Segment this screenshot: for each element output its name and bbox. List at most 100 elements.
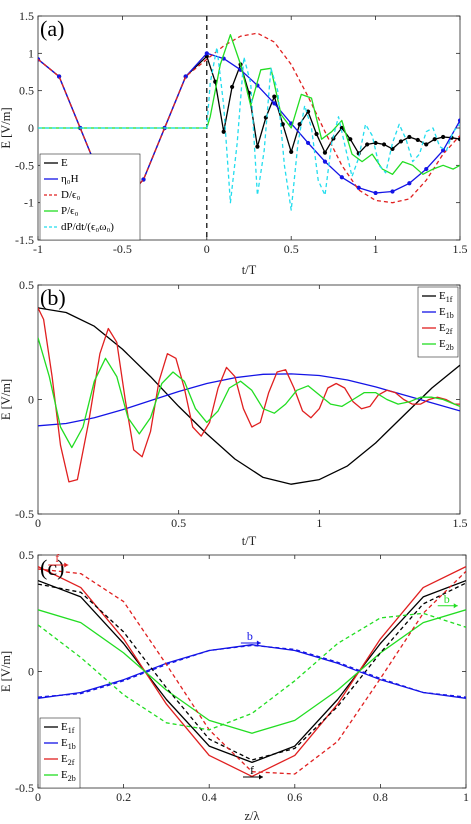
series-line-E1b [38,644,466,699]
legend-label: E1f [439,290,453,304]
legend-box [39,717,81,789]
x-tick-label: 0 [204,242,210,256]
data-point [314,131,319,137]
x-tick-label: 0.5 [171,516,186,530]
y-tick-label: 0 [28,121,34,135]
plot-frame [37,554,467,789]
legend-label: P/ϵ₀ [61,205,79,217]
x-axis-label: t/T [242,263,257,277]
annotation-label: f [250,763,254,777]
x-tick-label: 0.2 [116,790,131,804]
data-point [365,142,370,147]
x-tick-label: 1 [373,242,379,256]
data-point [373,140,378,146]
legend-label: E [61,157,68,169]
annotation-label: b [247,629,253,643]
series-group [38,32,460,211]
legend-label: η₀H [61,173,79,185]
data-point [441,148,446,153]
series-line-E1f [38,307,460,485]
data-point [390,189,395,194]
data-point [348,137,353,142]
data-point [297,122,302,127]
x-tick-label: 0 [35,790,41,804]
data-point [255,144,260,149]
panel-label: (a) [40,16,64,41]
y-tick-label: 0.5 [19,548,34,562]
y-tick-label: -1 [24,196,34,210]
data-point [424,142,429,147]
legend-label: E2f [61,753,75,767]
series-line-dashed-5 [38,644,466,698]
data-point [390,146,395,152]
annotation-label: f [55,551,59,565]
data-point [305,109,311,114]
x-tick-label: 0.4 [202,790,217,804]
series-line-E2b [38,337,460,449]
x-axis-label: z/λ [244,809,259,823]
panel-2: 0 0.2 0.4 0.6 0.8 1-0.500.5z/λE [V/m](c)E1fE1… [0,548,469,823]
series-line-E2f [38,566,466,778]
x-tick-label: 1 [463,790,469,804]
data-point [204,51,209,56]
series-line-P/ϵ₀ [38,34,460,175]
x-tick-label: 0.8 [373,790,388,804]
data-point [407,181,412,186]
series-line-E1b [38,373,460,427]
data-point [407,134,412,140]
legend-label: dP/dt/(ϵ₀ω₀) [61,221,114,233]
annotation-arrowhead [453,603,458,609]
series-line-dashed-7 [38,612,466,731]
panel-1: 0 0.5 1 1.5-0.500.5t/TE [V/m](b) E1fE1bE2fE2… [0,278,468,548]
legend-label: E2b [439,338,454,352]
x-tick-label: -1 [33,242,43,256]
annotation-arrowhead [259,774,263,780]
data-point [381,142,387,147]
data-point [280,122,285,127]
series-line-E2b [38,609,466,734]
y-tick-label: -0.5 [15,158,34,172]
y-axis-label: E [V/m] [0,651,13,692]
series-line-E2f [38,307,460,483]
data-point [230,84,235,90]
annotation-arrowhead [256,640,261,646]
y-tick-label: 1 [28,46,34,60]
data-point [424,166,429,172]
data-point [339,125,344,131]
data-point [373,190,378,196]
panel-label: (c) [40,555,64,580]
data-point [272,94,277,99]
legend-label: D/ϵ₀ [61,189,80,201]
x-tick-label: 0.6 [287,790,302,804]
series-group [38,566,466,778]
y-tick-label: 0.5 [19,84,34,98]
y-tick-label: -0.5 [15,781,34,795]
data-point [415,137,420,143]
y-axis-label: E [V/m] [0,107,13,148]
series-line-dashed-6 [38,568,466,775]
data-point [356,185,361,190]
y-tick-label: -1.5 [15,233,34,247]
y-tick-label: 1.5 [19,9,34,23]
data-point [432,137,437,142]
y-tick-label: 0.5 [19,278,34,292]
legend-label: E1b [439,306,454,320]
legend: E1f E1b E2f E2b [39,717,81,789]
y-tick-label: 0 [28,665,34,679]
data-point [339,175,344,180]
data-point [441,134,446,140]
legend: E1f E1b E2f E2b [417,286,459,358]
annotation-arrowhead [64,562,69,568]
series-line-E1f [38,579,466,764]
x-tick-label: 1 [316,516,322,530]
panel-label: (b) [40,285,66,310]
y-tick-label: 0 [28,393,34,407]
x-tick-label: 1.5 [453,516,468,530]
x-tick-label: -0.5 [113,242,132,256]
legend-label: E1f [61,721,75,735]
annotation-label: b [444,592,450,606]
panel-0: -1 -0.5 0 0.5 1 1.5-1.5-1-0.500.511.5t/TE [V/… [0,9,468,277]
data-point [322,159,328,164]
